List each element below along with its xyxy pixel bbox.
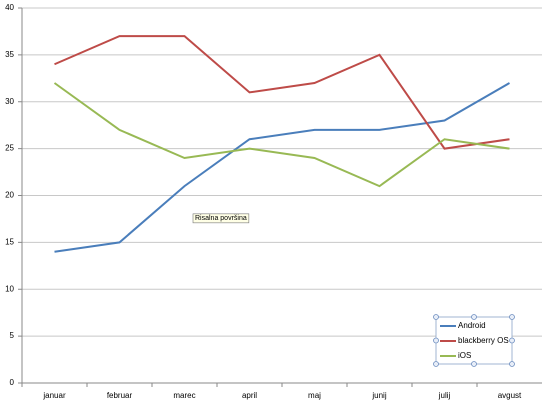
selection-handle <box>509 314 515 320</box>
x-tick-label: julij <box>438 391 451 400</box>
selection-handle <box>471 314 477 320</box>
x-tick-label: maj <box>308 391 321 400</box>
legend-label: blackberry OS <box>458 336 509 345</box>
y-tick-label: 35 <box>5 50 14 59</box>
annotation-box <box>192 213 250 224</box>
annotation: Risalna površina <box>195 215 247 222</box>
selection-handle <box>433 361 439 367</box>
y-tick-label: 5 <box>10 331 15 340</box>
y-tick-label: 40 <box>5 3 14 12</box>
y-tick-label: 30 <box>5 97 14 106</box>
x-tick-label: marec <box>173 391 195 400</box>
legend-label: iOS <box>458 351 471 360</box>
selection-handle <box>433 337 439 344</box>
x-tick-label: februar <box>107 391 133 400</box>
series-line <box>53 82 510 188</box>
x-tick-label: junij <box>371 391 386 400</box>
x-tick-label: april <box>242 391 257 400</box>
y-tick-label: 20 <box>5 191 14 200</box>
y-tick-label: 0 <box>10 378 15 387</box>
legend-label: Android <box>458 321 486 330</box>
selection-handle <box>509 361 515 367</box>
y-tick-label: 25 <box>5 144 14 153</box>
x-tick-label: avgust <box>498 391 522 400</box>
series-line <box>54 82 510 253</box>
y-tick-label: 15 <box>5 237 14 246</box>
selection-handle <box>433 314 439 320</box>
selection-handle <box>509 337 515 344</box>
y-tick-label: 10 <box>5 284 14 293</box>
series-line <box>54 35 510 150</box>
selection-handle <box>471 361 477 367</box>
x-tick-label: januar <box>42 391 66 400</box>
